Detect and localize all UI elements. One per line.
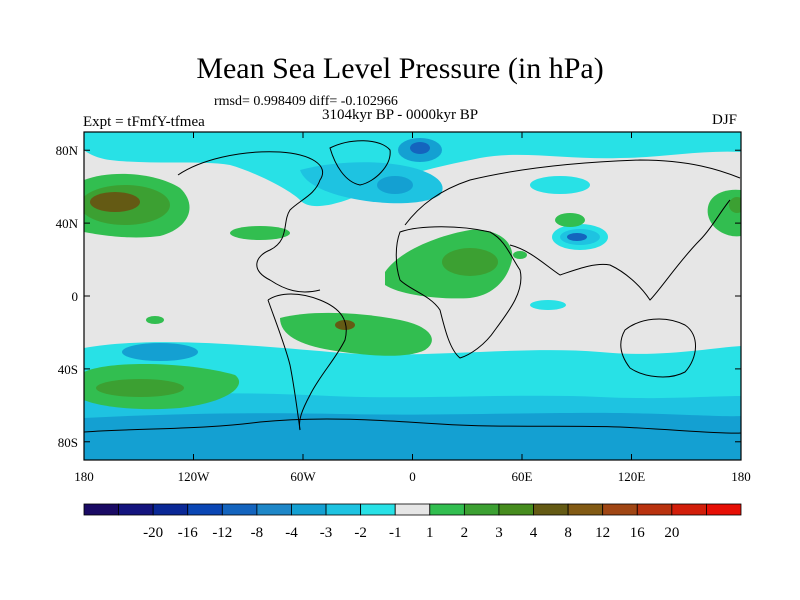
south-america-west-coast bbox=[267, 299, 301, 431]
colorbar-label: 16 bbox=[630, 525, 646, 541]
colorbar-swatch bbox=[360, 503, 396, 516]
south-atlantic-high-core bbox=[335, 320, 355, 330]
colorbar-label: 1 bbox=[426, 525, 434, 541]
europe-low bbox=[530, 176, 590, 194]
colorbar-swatch bbox=[533, 503, 569, 516]
indian-ocean-low bbox=[530, 300, 566, 310]
iceland-low-core bbox=[377, 176, 413, 194]
colorbar-label: -2 bbox=[354, 525, 367, 541]
colorbar-label: -3 bbox=[320, 525, 333, 541]
colorbar-swatch bbox=[152, 503, 189, 516]
x-tick-label: 180 bbox=[731, 469, 751, 484]
colorbar-label: 3 bbox=[495, 525, 503, 541]
colorbar-label: 8 bbox=[564, 525, 572, 541]
north-pacific-high-core bbox=[90, 192, 140, 212]
colorbar-label: 12 bbox=[595, 525, 610, 541]
colorbar-swatch bbox=[602, 503, 638, 516]
colorbar-swatch bbox=[706, 503, 742, 516]
colorbar-label: 2 bbox=[461, 525, 469, 541]
coastlines bbox=[84, 140, 741, 434]
west-atlantic-high bbox=[230, 226, 290, 240]
colorbar-swatch bbox=[187, 503, 223, 516]
west-pacific-high-core bbox=[729, 197, 741, 213]
colorbar-label: -20 bbox=[143, 525, 163, 541]
barents-low-core bbox=[410, 142, 430, 154]
colorbar-swatch bbox=[498, 503, 534, 516]
antarctic-low bbox=[84, 412, 741, 460]
antarctica-coast bbox=[84, 418, 741, 434]
colorbar-swatch bbox=[221, 503, 258, 516]
y-tick-label: 0 bbox=[72, 289, 79, 304]
colorbar-swatch bbox=[394, 503, 431, 516]
colorbar-swatch bbox=[671, 503, 707, 516]
colorbar-swatch bbox=[256, 503, 292, 516]
africa-coast bbox=[395, 226, 522, 359]
south-america-coast bbox=[267, 293, 347, 431]
south-atlantic-high bbox=[280, 312, 432, 356]
experiment-label: Expt = tFmfY-tfmea bbox=[83, 114, 205, 130]
y-tick-label: 40S bbox=[58, 362, 78, 377]
x-tick-label: 0 bbox=[409, 469, 416, 484]
south-pacific-high-core bbox=[96, 379, 184, 397]
south-asia-coast bbox=[509, 199, 731, 301]
colorbar-label: -1 bbox=[389, 525, 402, 541]
colorbar-swatch bbox=[463, 503, 500, 516]
greenland-coast bbox=[329, 140, 391, 186]
arabia-small-high bbox=[513, 251, 527, 259]
south-pacific-small-high bbox=[146, 316, 164, 324]
map-area bbox=[84, 132, 741, 460]
colorbar: -20 -16 -12 -8 -4 -3 -2 -1 1 2 3 4 8 12 16 20 bbox=[83, 503, 742, 541]
central-asia-high bbox=[555, 213, 585, 227]
x-tick-label: 60W bbox=[290, 469, 316, 484]
north-america-coast bbox=[177, 151, 323, 293]
y-tick-label: 80N bbox=[56, 143, 79, 158]
colorbar-label: 20 bbox=[664, 525, 679, 541]
colorbar-label: -4 bbox=[285, 525, 298, 541]
colorbar-swatch bbox=[325, 503, 362, 516]
x-tick-label: 60E bbox=[512, 469, 533, 484]
colorbar-label: -8 bbox=[251, 525, 264, 541]
south-pacific-low bbox=[122, 343, 198, 361]
colorbar-swatch bbox=[83, 503, 119, 516]
colorbar-swatch bbox=[118, 503, 154, 516]
y-tick-label: 40N bbox=[56, 216, 79, 231]
north-africa-high-core bbox=[442, 248, 498, 276]
eurasia-coast bbox=[404, 159, 741, 226]
y-tick-label: 80S bbox=[58, 435, 78, 450]
chart-title: Mean Sea Level Pressure (in hPa) bbox=[196, 52, 604, 85]
x-axis: 180 120W 60W 0 60E 120E 180 bbox=[74, 132, 751, 484]
colorbar-swatch bbox=[567, 503, 604, 516]
colorbar-label: -16 bbox=[178, 525, 198, 541]
period-subtitle: 3104kyr BP - 0000kyr BP bbox=[322, 107, 479, 123]
north-atlantic-low bbox=[300, 162, 443, 204]
y-axis: 80N 40N 0 40S 80S bbox=[56, 143, 741, 450]
x-tick-label: 180 bbox=[74, 469, 94, 484]
season-label: DJF bbox=[712, 112, 738, 128]
x-tick-label: 120E bbox=[618, 469, 646, 484]
x-tick-label: 120W bbox=[178, 469, 211, 484]
colorbar-label: -12 bbox=[212, 525, 232, 541]
colorbar-swatch bbox=[429, 503, 465, 516]
colorbar-swatch bbox=[636, 503, 673, 516]
stats-subtitle: rmsd= 0.998409 diff= -0.102966 bbox=[214, 94, 398, 109]
colorbar-swatch bbox=[291, 503, 327, 516]
tibet-low-core bbox=[567, 233, 587, 241]
australia-coast bbox=[620, 318, 696, 378]
colorbar-label: 4 bbox=[530, 525, 538, 541]
